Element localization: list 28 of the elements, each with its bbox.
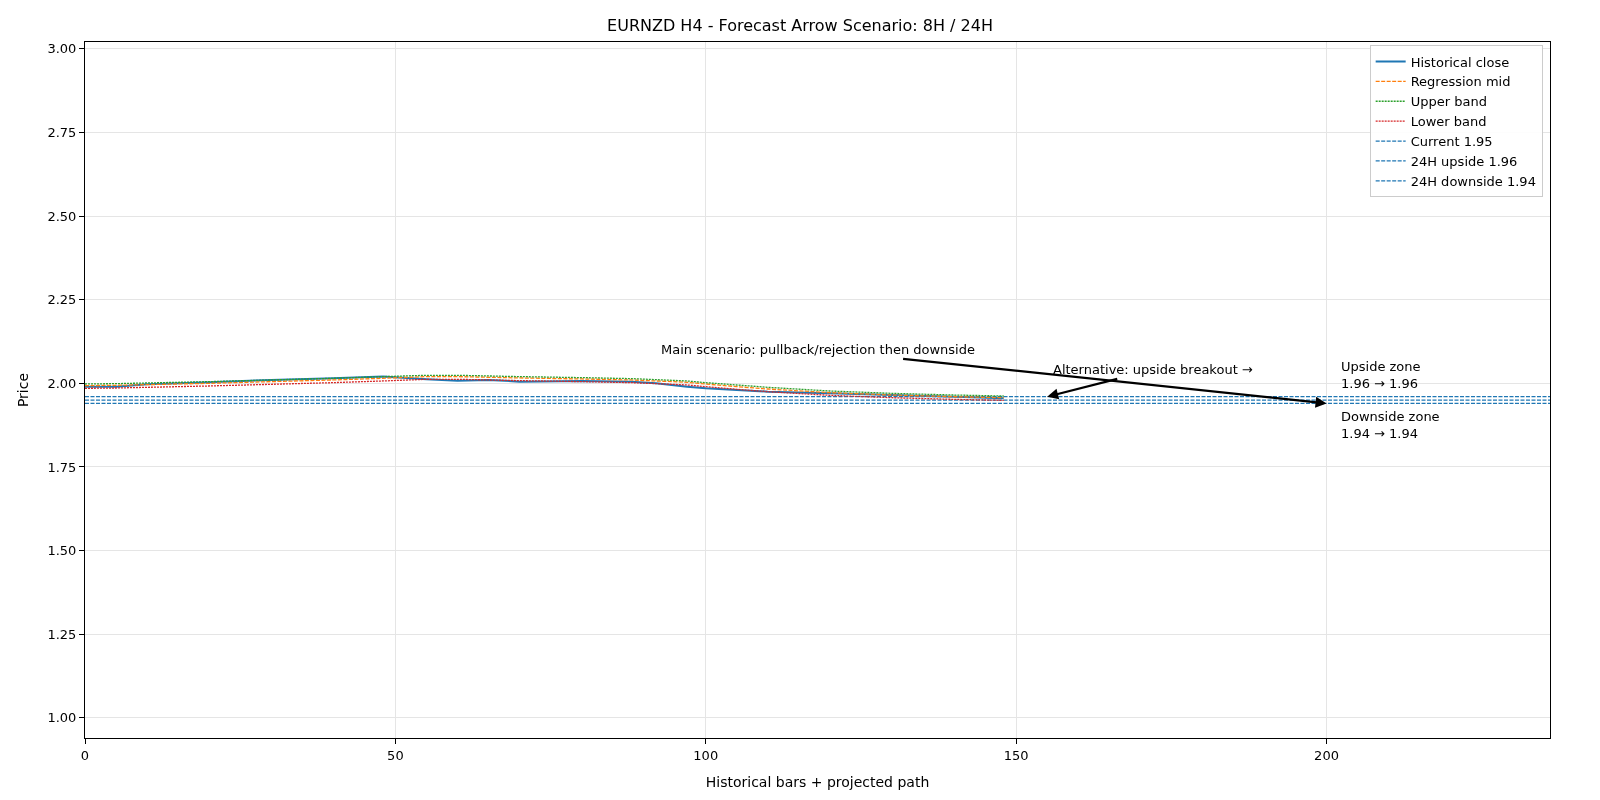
legend-label: Regression mid [1410, 74, 1511, 90]
annotation: Alternative: upside breakout → [1053, 362, 1253, 377]
chart-title: EURNZD H4 - Forecast Arrow Scenario: 8H / 24H [607, 16, 993, 36]
annotation: Downside zone 1.94 → 1.94 [1341, 409, 1440, 441]
x-tick-label: 0 [80, 747, 90, 763]
y-tick-label: 1.75 [47, 459, 77, 475]
annotation: Upside zone 1.96 → 1.96 [1341, 359, 1421, 391]
legend-label: Historical close [1410, 54, 1510, 70]
y-tick-label: 1.25 [47, 626, 77, 642]
y-tick-label: 2.50 [47, 208, 77, 224]
x-tick-label: 200 [1314, 747, 1339, 763]
y-tick-label: 2.75 [47, 124, 77, 140]
y-tick-label: 2.25 [47, 292, 77, 308]
annotation: Main scenario: pullback/rejection then downside [661, 342, 975, 357]
legend-label: 24H downside 1.94 [1410, 173, 1536, 189]
legend-label: Current 1.95 [1410, 134, 1493, 150]
legend-label: 24H upside 1.96 [1410, 154, 1518, 169]
y-tick-label: 1.00 [47, 710, 77, 726]
legend-label: Lower band [1410, 114, 1487, 130]
y-tick-label: 2.00 [47, 375, 77, 391]
x-tick-label: 150 [1003, 747, 1029, 763]
x-tick-label: 50 [387, 747, 404, 763]
y-axis-title: Price [15, 372, 32, 408]
y-tick-label: 3.00 [47, 41, 77, 57]
x-tick-label: 100 [693, 747, 719, 763]
legend-label: Upper band [1410, 94, 1487, 110]
x-axis-title: Historical bars + projected path [705, 773, 930, 790]
y-tick-label: 1.50 [47, 543, 77, 559]
